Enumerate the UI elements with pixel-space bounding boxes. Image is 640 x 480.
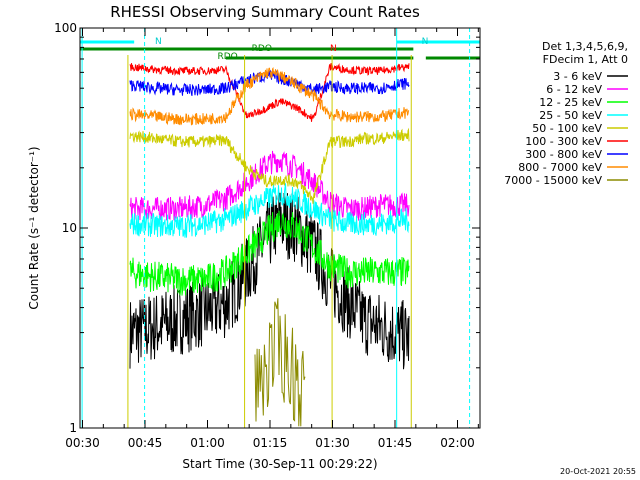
x-tick-label: 01:00 [190, 436, 225, 450]
annotation-label-3: RDO [252, 44, 272, 54]
y-axis-label: Count Rate (s⁻¹ detector⁻¹) [27, 146, 41, 309]
legend-entry-label: 3 - 6 keV [553, 70, 602, 83]
y-tick-label: 10 [62, 221, 77, 235]
legend-entry-label: 50 - 100 keV [532, 122, 602, 135]
series-line-4 [129, 183, 410, 238]
legend-entry-label: 800 - 7000 keV [518, 161, 602, 174]
x-axis: 00:30 00:45 01:00 01:15 01:30 01:45 02:00 [65, 28, 479, 450]
annotation-label-1: N [155, 37, 162, 47]
x-tick-label: 01:30 [315, 436, 350, 450]
legend: Det 1,3,4,5,6,9,FDecim 1, Att 0 3 - 6 keV… [504, 40, 628, 187]
series-line-8 [129, 67, 410, 126]
legend-entry-label: 12 - 25 keV [539, 96, 602, 109]
series-line-2 [129, 150, 410, 221]
legend-entry-label: 25 - 50 keV [539, 109, 602, 122]
x-tick-label: 00:30 [65, 436, 100, 450]
series-line-5 [129, 127, 410, 204]
legend-header-line: FDecim 1, Att 0 [543, 53, 628, 66]
series-line-7 [129, 69, 410, 96]
series-line-3 [129, 210, 410, 296]
annotation-label-4: RDO [218, 52, 238, 62]
x-tick-label: 00:45 [128, 436, 163, 450]
annotation-label-2: N [422, 37, 429, 47]
legend-entry-label: 6 - 12 keV [546, 83, 602, 96]
legend-entry-label: 100 - 300 keV [525, 135, 602, 148]
legend-header-line: Det 1,3,4,5,6,9, [542, 40, 628, 53]
y-axis: 1 10 100 [54, 21, 480, 435]
x-axis-label: Start Time (30-Sep-11 00:29:22) [182, 457, 377, 471]
legend-entry-label: 7000 - 15000 keV [504, 174, 602, 187]
chart-title: RHESSI Observing Summary Count Rates [110, 3, 420, 21]
x-tick-label: 01:15 [253, 436, 288, 450]
plot-layer: N N RDO RDO N [80, 28, 480, 428]
footer-timestamp: 20-Oct-2021 20:55 [560, 467, 636, 476]
x-tick-label: 01:45 [378, 436, 413, 450]
y-tick-label: 1 [69, 421, 77, 435]
legend-entry-label: 300 - 800 keV [525, 148, 602, 161]
x-tick-label: 02:00 [440, 436, 475, 450]
series-line-6 [129, 62, 410, 122]
series-line-9 [254, 298, 306, 427]
annotation-label-5: N [330, 44, 337, 54]
y-tick-label: 100 [54, 21, 77, 35]
